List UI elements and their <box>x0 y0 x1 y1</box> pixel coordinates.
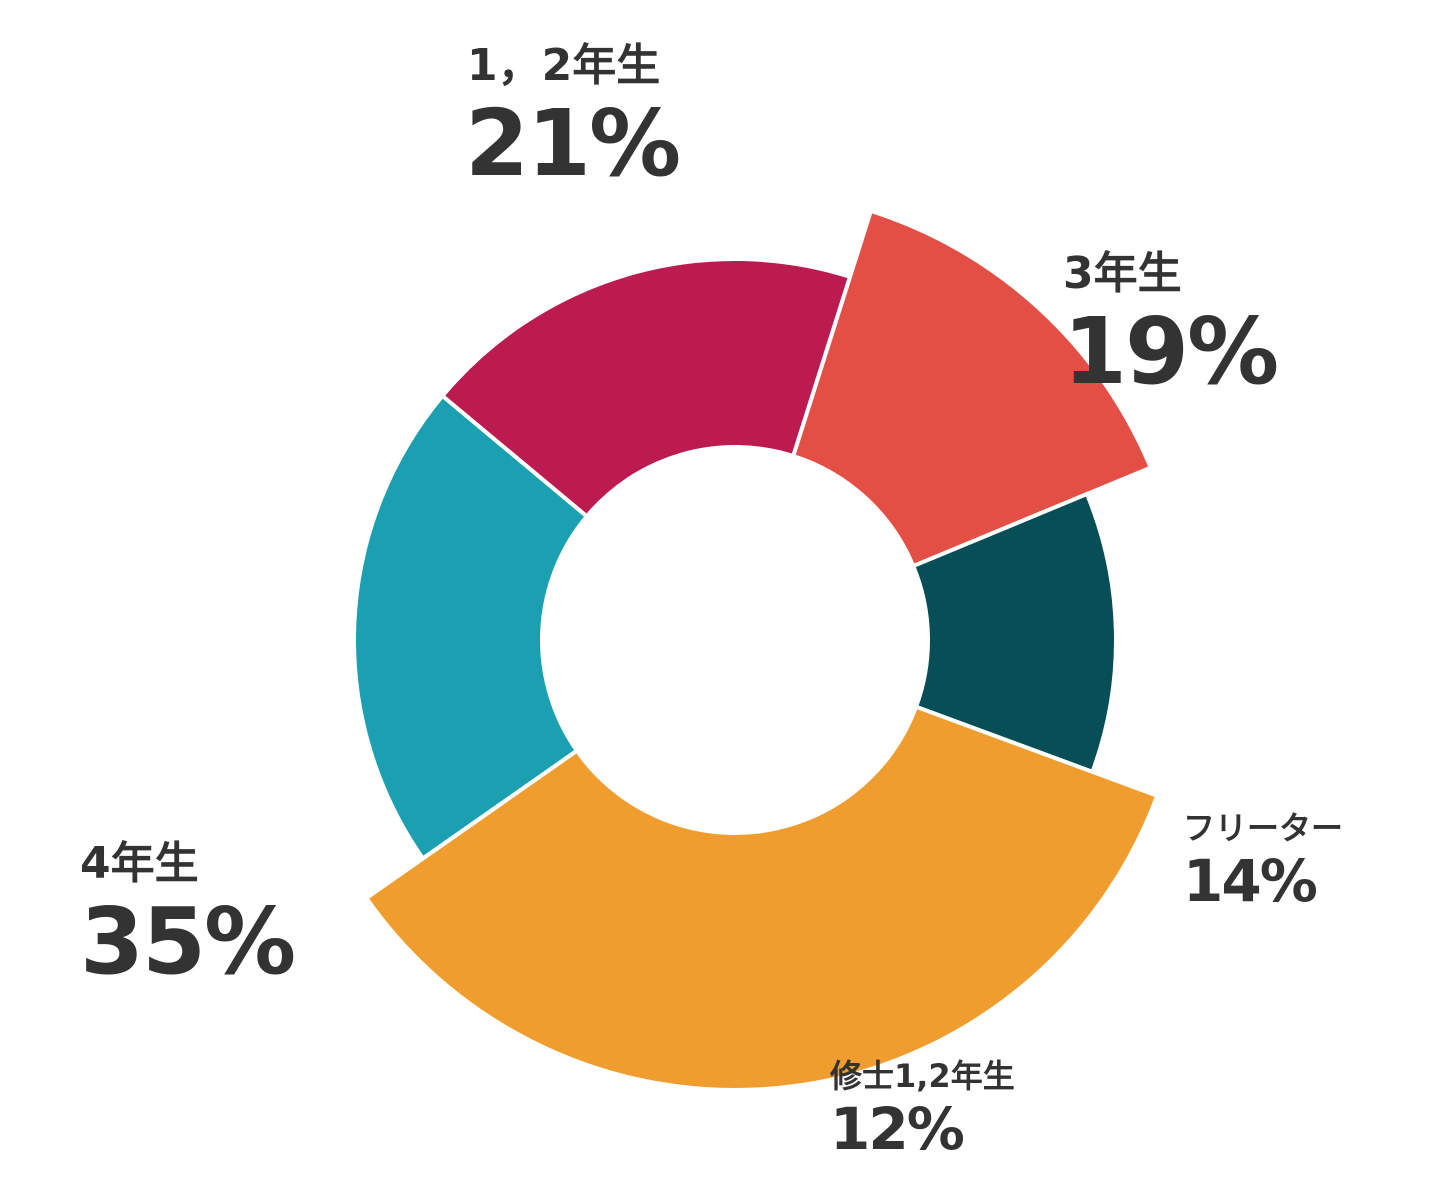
slice-label-year-3: 3年生 19% <box>1063 248 1279 405</box>
slice-master <box>910 491 1118 775</box>
slice-label-year-4: 4年生 35% <box>80 838 296 995</box>
slice-value-year-4: 35% <box>80 888 296 995</box>
slice-name-year-3: 3年生 <box>1063 248 1182 299</box>
slice-year-1-2 <box>352 393 590 862</box>
slice-year-4 <box>363 704 1160 1092</box>
slice-label-master: 修士1,2年生 12% <box>830 1060 1015 1158</box>
slice-value-master: 12% <box>830 1095 965 1163</box>
slice-name-master: 修士1,2年生 <box>830 1057 1015 1095</box>
slice-name-year-4: 4年生 <box>80 838 199 889</box>
slice-value-freeter: 14% <box>1183 847 1318 915</box>
slice-label-freeter: フリーター 14% <box>1183 812 1343 910</box>
slice-name-year-1-2: 1，2年生 <box>467 40 661 91</box>
slice-name-freeter: フリーター <box>1183 809 1344 847</box>
slice-label-year-1-2: 1，2年生 21% <box>465 40 681 197</box>
slice-value-year-1-2: 21% <box>465 90 681 197</box>
slice-year-3 <box>439 257 853 520</box>
slice-value-year-3: 19% <box>1063 298 1279 405</box>
slice-freeter <box>790 208 1154 569</box>
